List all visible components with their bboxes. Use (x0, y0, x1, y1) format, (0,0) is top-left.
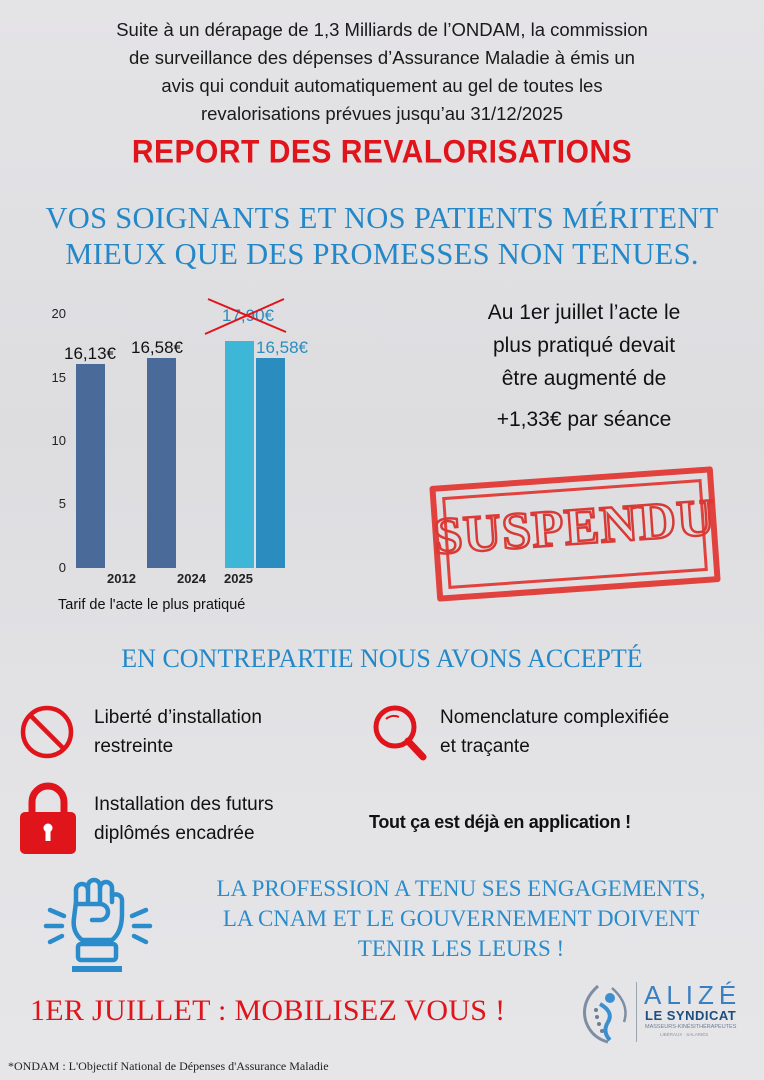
report-title: REPORT DES REVALORISATIONS (131, 134, 633, 171)
section-title: EN CONTREPARTIE NOUS AVONS ACCEPTÉ (121, 644, 643, 673)
y-tick: 10 (51, 433, 66, 448)
logo-tagline: LIBÉRAUX · SALARIÉS (660, 1032, 709, 1037)
intro-line: de surveillance des dépenses d’Assurance… (129, 47, 635, 68)
y-tick: 20 (51, 306, 66, 321)
item-nomenclature: Nomenclature complexifiée et traçante (440, 703, 669, 761)
bar-2012 (76, 364, 105, 568)
item-line: diplômés encadrée (94, 823, 255, 844)
alize-logo: ALIZÉ LE SYNDICAT MASSEURS-KINÉSITHÉRAPE… (578, 980, 758, 1050)
intro-line: revalorisations prévues jusqu’au 31/12/2… (200, 103, 563, 124)
bar-2025-planned (225, 341, 254, 568)
x-axis-title: Tarif de l'acte le plus pratiqué (58, 597, 246, 613)
suspended-stamp: SUSPENDU (429, 466, 721, 602)
logo-subtitle: LE SYNDICAT (645, 1008, 737, 1023)
x-tick: 2012 (107, 571, 136, 586)
intro-paragraph: Suite à un dérapage de 1,3 Milliards de … (40, 16, 724, 128)
bar-label-actual: 16,58€ (256, 338, 308, 357)
call-to-action: 1ER JUILLET : MOBILISEZ VOUS ! (30, 994, 506, 1027)
item-installation-freedom: Liberté d’installation restreinte (94, 703, 262, 761)
note-line: plus pratiqué devait (492, 334, 676, 357)
footnote: *ONDAM : L'Objectif National de Dépenses… (8, 1059, 329, 1073)
x-tick: 2024 (177, 571, 206, 586)
note-line: Au 1er juillet l’acte le (487, 301, 681, 324)
padlock-icon (20, 782, 76, 854)
engagement-message: LA PROFESSION A TENU SES ENGAGEMENTS, LA… (176, 874, 746, 964)
y-tick: 0 (58, 560, 66, 575)
intro-line: Suite à un dérapage de 1,3 Milliards de … (116, 19, 648, 40)
spine-figure-icon (583, 984, 627, 1044)
item-line: Liberté d’installation (94, 707, 262, 728)
intro-line: avis qui conduit automatiquement au gel … (161, 75, 603, 96)
bar-2024 (147, 358, 176, 568)
y-tick: 5 (58, 496, 66, 511)
engagement-line: TENIR LES LEURS ! (357, 936, 565, 961)
note-line: être augmenté de (501, 367, 667, 390)
bar-label: 16,58€ (131, 338, 183, 357)
item-line: restreinte (94, 736, 174, 757)
item-line: Installation des futurs (94, 794, 274, 815)
prohibited-icon (20, 705, 74, 759)
item-graduates: Installation des futurs diplômés encadré… (94, 790, 274, 848)
engagement-line: LA PROFESSION A TENU SES ENGAGEMENTS, (216, 876, 706, 901)
bar-label: 16,13€ (64, 344, 116, 363)
headline-line: VOS SOIGNANTS ET NOS PATIENTS MÉRITENT (45, 201, 719, 235)
headline: VOS SOIGNANTS ET NOS PATIENTS MÉRITENT M… (0, 200, 764, 272)
bar-chart: 20 15 10 5 0 16,13€ 16,58€ 17,90€ 16,58€… (0, 0, 400, 630)
already-applied-note: Tout ça est déjà en application ! (369, 812, 631, 832)
strike-cross-icon (204, 298, 287, 335)
x-tick: 2025 (224, 571, 253, 586)
increase-note: Au 1er juillet l’acte le plus pratiqué d… (436, 296, 732, 395)
magnifier-icon (373, 705, 427, 761)
bar-2025-actual (256, 358, 285, 568)
y-tick: 15 (51, 370, 66, 385)
item-line: Nomenclature complexifiée (440, 707, 670, 728)
logo-tagline: MASSEURS-KINÉSITHÉRAPEUTES (645, 1024, 737, 1030)
logo-name: ALIZÉ (644, 980, 742, 1010)
raised-fist-icon (43, 877, 153, 972)
engagement-line: LA CNAM ET LE GOUVERNEMENT DOIVENT (222, 906, 700, 931)
headline-line: MIEUX QUE DES PROMESSES NON TENUES. (65, 237, 699, 271)
item-line: et traçante (440, 736, 530, 757)
increase-amount: +1,33€ par séance (496, 408, 672, 431)
